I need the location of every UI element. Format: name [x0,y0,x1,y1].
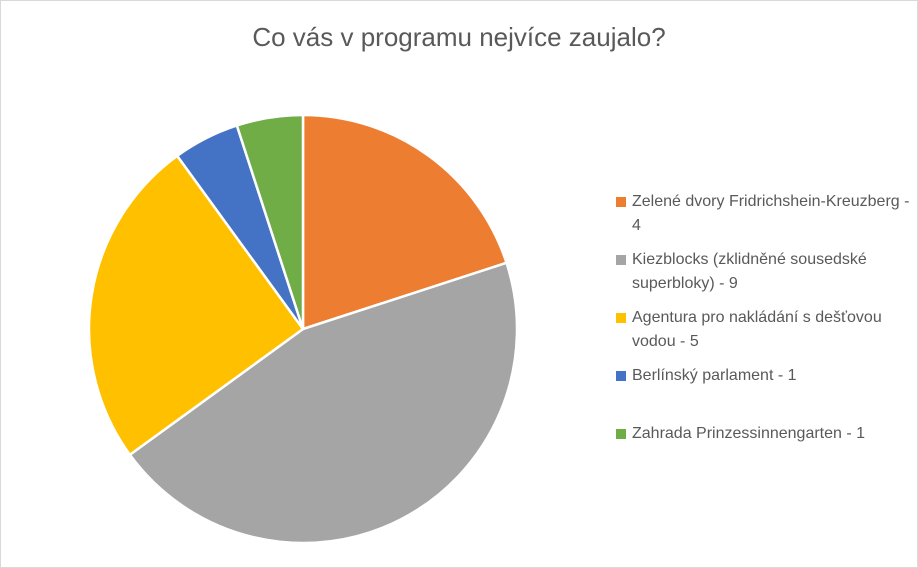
legend: Zelené dvory Fridrichshein-Kreuzberg - 4… [612,190,912,446]
legend-label: Agentura pro nakládání s dešťovou vodou … [632,309,882,350]
legend-item-kiezblocks: Kiezblocks (zklidněné sousedské superblo… [612,248,912,296]
legend-swatch [616,313,626,323]
chart-title: Co vás v programu nejvíce zaujalo? [252,22,666,52]
legend-label: Zahrada Prinzessinnengarten - 1 [632,425,866,442]
pie-slice-2 [87,154,305,457]
legend-swatch [616,429,626,439]
legend-swatch [616,255,626,265]
legend-item-berlinsky-parlament: Berlínský parlament - 1 [612,364,912,388]
pie-slice-4 [235,113,305,331]
pie-slice-1 [128,261,519,545]
legend-label: Zelené dvory Fridrichshein-Kreuzberg - 4 [632,193,910,234]
legend-swatch [616,197,626,207]
legend-swatch [616,371,626,381]
pie-slice-0 [301,113,508,331]
legend-item-agentura: Agentura pro nakládání s dešťovou vodou … [612,306,912,354]
legend-item-zelene-dvory: Zelené dvory Fridrichshein-Kreuzberg - 4 [612,190,912,238]
legend-label: Kiezblocks (zklidněné sousedské superblo… [632,251,867,292]
legend-item-prinzessinnengarten: Zahrada Prinzessinnengarten - 1 [612,422,912,446]
legend-label: Berlínský parlament - 1 [632,367,797,384]
